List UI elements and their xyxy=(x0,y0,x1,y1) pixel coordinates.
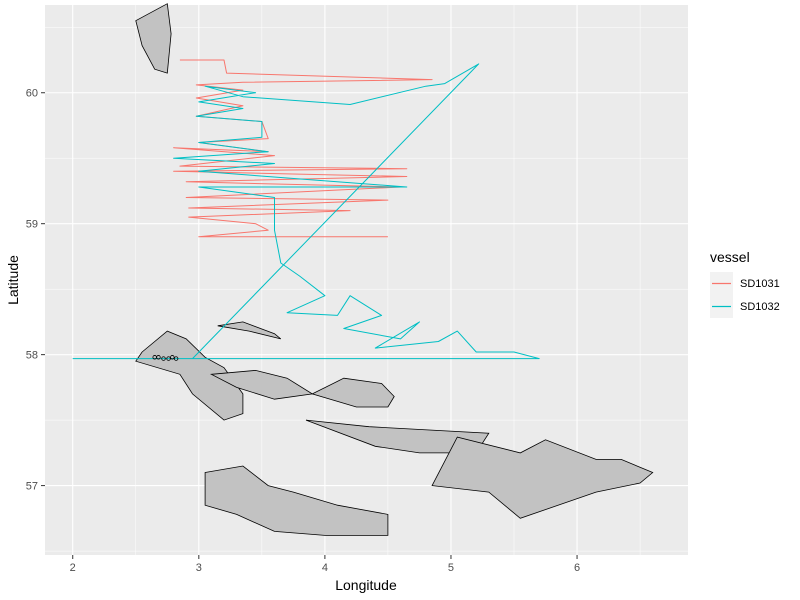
x-tick-label: 2 xyxy=(70,562,76,574)
land-polygon xyxy=(217,321,282,340)
land-polygon xyxy=(135,3,172,74)
y-tick-label: 58 xyxy=(26,350,38,362)
data-point xyxy=(161,356,166,361)
x-tick-label: 5 xyxy=(448,562,454,574)
x-axis: 2 3 4 5 6 xyxy=(70,555,580,574)
x-tick-label: 4 xyxy=(322,562,328,574)
data-point xyxy=(156,355,161,360)
x-tick-label: 3 xyxy=(196,562,202,574)
y-axis: 57 58 59 60 xyxy=(26,88,45,493)
data-point xyxy=(166,356,171,361)
port-markers xyxy=(152,355,179,361)
data-point xyxy=(173,356,179,361)
series-line-SD1032 xyxy=(72,63,540,360)
land-polygons xyxy=(135,3,654,536)
legend-label: SD1032 xyxy=(740,301,780,313)
land-polygon xyxy=(311,377,395,408)
grid-minor xyxy=(45,5,688,555)
land-polygon xyxy=(135,330,244,421)
x-tick-label: 6 xyxy=(574,562,580,574)
legend: vessel SD1031 SD1032 xyxy=(710,249,780,318)
land-polygon xyxy=(204,465,389,536)
x-axis-title: Longitude xyxy=(335,577,397,593)
y-tick-label: 59 xyxy=(26,219,38,231)
vessel-tracks xyxy=(72,59,540,360)
grid-major xyxy=(45,5,688,555)
data-point xyxy=(170,355,175,360)
series-line-SD1031 xyxy=(173,59,433,238)
legend-title: vessel xyxy=(710,249,750,265)
land-polygon xyxy=(431,436,654,519)
legend-label: SD1031 xyxy=(740,278,780,290)
y-axis-title: Latitude xyxy=(5,255,21,305)
y-tick-label: 57 xyxy=(26,481,38,493)
y-tick-label: 60 xyxy=(26,88,38,100)
legend-items: SD1031 SD1032 xyxy=(710,272,780,318)
